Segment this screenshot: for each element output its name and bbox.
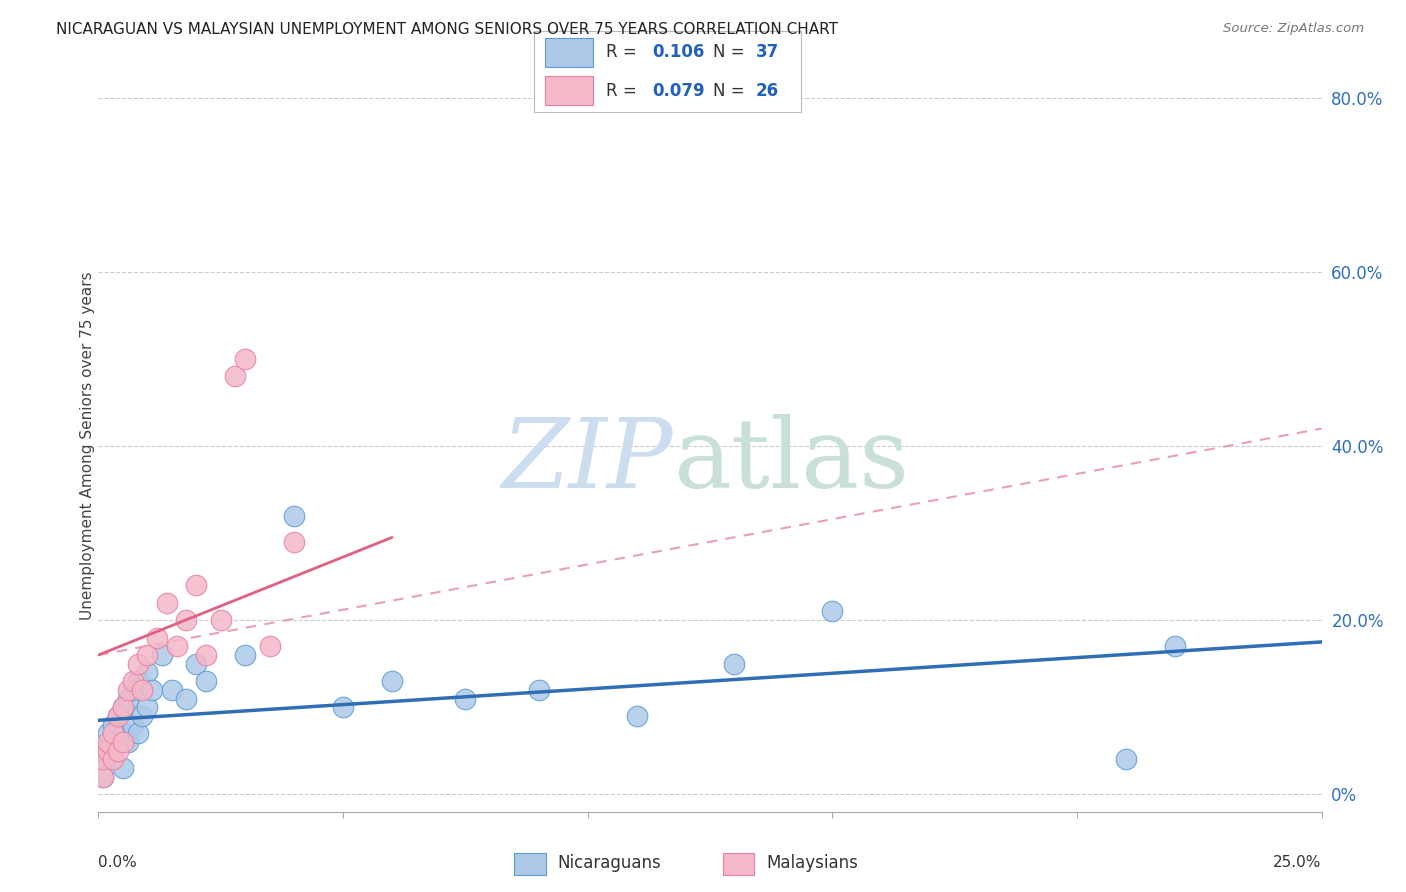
Point [91,744,114,758]
Point [91,770,114,784]
Point [332,700,354,714]
Point [136,665,159,680]
Point [283,534,305,549]
Text: 26: 26 [756,82,779,100]
Text: 37: 37 [756,43,779,61]
Bar [723,853,754,875]
Point [136,648,159,662]
Point [136,700,159,714]
Point [723,657,745,671]
Text: N =: N = [713,43,751,61]
Point [527,682,550,697]
Text: 0.106: 0.106 [652,43,704,61]
Point [1115,752,1137,766]
Text: R =: R = [606,82,643,100]
Point [101,717,124,731]
Point [195,648,218,662]
Point [111,700,134,714]
Y-axis label: Unemployment Among Seniors over 75 years: Unemployment Among Seniors over 75 years [80,272,94,620]
Text: ZIP: ZIP [502,414,673,508]
Point [121,717,143,731]
Text: Malaysians: Malaysians [766,854,858,872]
Bar [546,76,593,105]
Point [127,726,149,740]
Point [107,709,129,723]
Point [233,648,256,662]
Point [381,674,404,689]
Point [131,709,153,723]
Point [117,735,139,749]
Point [97,744,120,758]
Point [127,674,149,689]
Text: 0.0%: 0.0% [98,855,138,871]
Bar [515,853,546,875]
Point [117,691,139,706]
Point [233,351,256,366]
Point [127,657,149,671]
Text: Source: ZipAtlas.com: Source: ZipAtlas.com [1223,22,1364,36]
Point [626,709,648,723]
Point [101,752,124,766]
Text: 0.079: 0.079 [652,82,704,100]
Point [117,682,139,697]
Point [107,744,129,758]
Point [224,369,246,384]
Point [141,682,163,697]
Text: atlas: atlas [673,414,910,508]
Point [146,631,169,645]
Point [121,682,143,697]
Point [131,682,153,697]
Point [1164,640,1187,654]
Text: NICARAGUAN VS MALAYSIAN UNEMPLOYMENT AMONG SENIORS OVER 75 YEARS CORRELATION CHA: NICARAGUAN VS MALAYSIAN UNEMPLOYMENT AMO… [56,22,838,37]
Point [259,640,281,654]
Point [107,709,129,723]
Point [283,508,305,523]
Point [111,700,134,714]
Text: Nicaraguans: Nicaraguans [557,854,661,872]
Point [107,735,129,749]
Point [176,691,198,706]
Point [111,735,134,749]
Text: 25.0%: 25.0% [1274,855,1322,871]
Point [186,657,208,671]
Point [156,596,179,610]
Point [195,674,218,689]
Point [176,613,198,627]
Point [101,726,124,740]
Point [111,726,134,740]
Point [97,735,120,749]
Point [209,613,232,627]
Point [97,726,120,740]
Point [821,604,844,618]
Text: R =: R = [606,43,643,61]
Point [91,752,114,766]
Point [121,674,143,689]
Point [166,640,188,654]
Point [186,578,208,592]
Point [101,744,124,758]
Point [97,752,120,766]
Point [111,761,134,775]
Point [160,682,183,697]
Point [454,691,477,706]
Bar [546,37,593,67]
Point [150,648,173,662]
Text: N =: N = [713,82,751,100]
Point [91,770,114,784]
